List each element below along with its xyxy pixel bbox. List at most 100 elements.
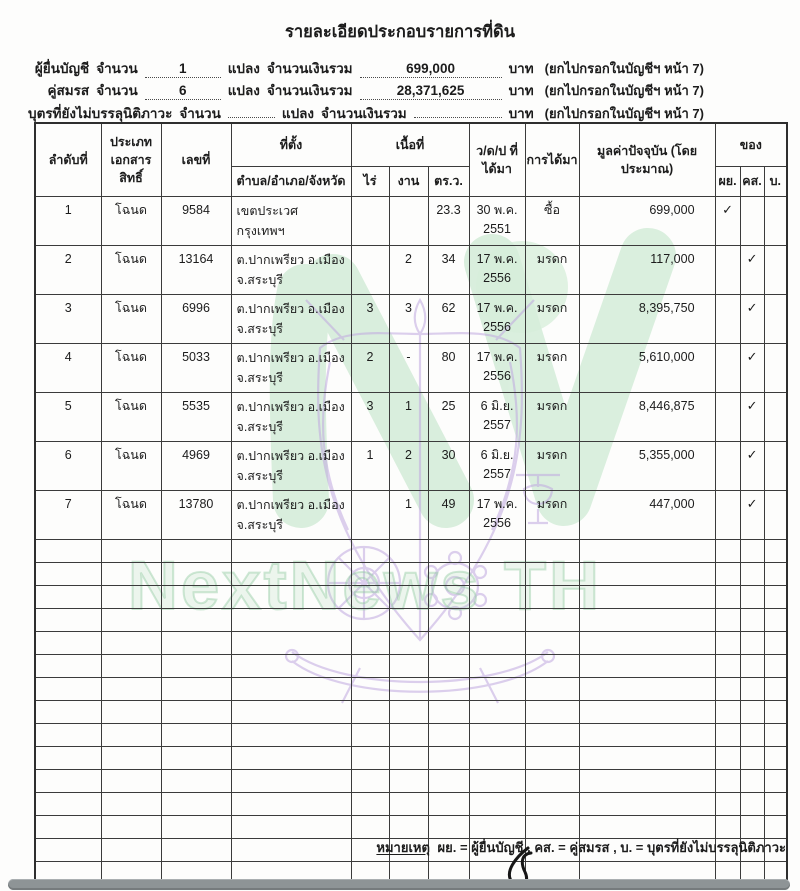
empty-cell xyxy=(427,608,470,632)
empty-cell xyxy=(350,723,390,747)
empty-cell xyxy=(578,769,716,793)
empty-cell xyxy=(100,792,162,816)
empty-cell xyxy=(739,746,765,770)
empty-cell xyxy=(350,654,390,678)
empty-row xyxy=(34,654,788,678)
empty-cell xyxy=(524,631,580,655)
empty-cell xyxy=(739,608,765,632)
empty-row xyxy=(34,608,788,632)
empty-cell xyxy=(427,792,470,816)
empty-cell xyxy=(714,815,741,839)
date-line2: 2556 xyxy=(483,320,511,334)
empty-cell xyxy=(350,585,390,609)
cell-wa: 62 xyxy=(427,294,470,344)
cell-location: ต.ปากเพรียว อ.เมือง จ.สระบุรี xyxy=(230,490,352,540)
cell-number: 13780 xyxy=(160,490,232,540)
table-row: 5 โฉนด 5535 ต.ปากเพรียว อ.เมือง จ.สระบุร… xyxy=(34,392,788,442)
cell-number: 5535 xyxy=(160,392,232,442)
amount-label: จำนวนเงินรวม xyxy=(321,106,407,121)
empty-cell xyxy=(739,562,765,586)
cell-check-declarant xyxy=(714,343,741,393)
empty-cell xyxy=(34,723,102,747)
col-header-wa: ตร.ว. xyxy=(427,166,470,197)
empty-cell xyxy=(468,723,526,747)
empty-cell xyxy=(578,631,716,655)
footnote-prefix: หมายเหตุ xyxy=(376,840,430,855)
amount-label: จำนวนเงินรวม xyxy=(266,61,353,76)
empty-cell xyxy=(524,608,580,632)
cell-acquisition: ซื้อ xyxy=(524,196,580,246)
empty-cell xyxy=(739,631,765,655)
empty-cell xyxy=(739,700,765,724)
empty-cell xyxy=(427,585,470,609)
cell-wa: 25 xyxy=(427,392,470,442)
date-line2: 2551 xyxy=(483,222,511,236)
currency-label: บาท xyxy=(508,82,534,98)
empty-cell xyxy=(350,769,390,793)
unit-label: แปลง xyxy=(227,61,260,76)
cell-acquisition: มรดก xyxy=(524,490,580,540)
empty-cell xyxy=(230,654,352,678)
empty-cell xyxy=(739,769,765,793)
empty-cell xyxy=(578,608,716,632)
empty-cell xyxy=(160,815,232,839)
empty-cell xyxy=(388,769,429,793)
cell-rai: 1 xyxy=(350,441,390,491)
empty-cell xyxy=(468,654,526,678)
cell-doc-type: โฉนด xyxy=(100,343,162,393)
cell-rai xyxy=(350,196,390,246)
empty-cell xyxy=(578,677,716,701)
empty-cell xyxy=(524,769,580,793)
cell-number: 13164 xyxy=(160,245,232,295)
empty-cell xyxy=(160,562,232,586)
empty-cell xyxy=(160,677,232,701)
empty-cell xyxy=(714,792,741,816)
empty-cell xyxy=(100,585,162,609)
empty-cell xyxy=(388,792,429,816)
empty-cell xyxy=(524,677,580,701)
horizontal-scrollbar[interactable] xyxy=(8,879,790,890)
empty-cell xyxy=(388,562,429,586)
empty-cell xyxy=(763,654,788,678)
empty-cell xyxy=(739,838,765,862)
cell-check-spouse: ✓ xyxy=(739,441,765,491)
cell-value: 447,000 xyxy=(578,490,716,540)
empty-cell xyxy=(34,562,102,586)
empty-cell xyxy=(100,608,162,632)
cell-date: 6 มิ.ย. 2557 xyxy=(468,441,526,491)
empty-cell xyxy=(524,539,580,563)
empty-cell xyxy=(350,539,390,563)
cell-location: ต.ปากเพรียว อ.เมือง จ.สระบุรี xyxy=(230,294,352,344)
empty-cell xyxy=(160,723,232,747)
cell-value: 117,000 xyxy=(578,245,716,295)
empty-cell xyxy=(427,723,470,747)
empty-cell xyxy=(524,792,580,816)
cell-value: 5,610,000 xyxy=(578,343,716,393)
empty-cell xyxy=(468,769,526,793)
empty-cell xyxy=(230,700,352,724)
cell-acquisition: มรดก xyxy=(524,245,580,295)
empty-cell xyxy=(427,700,470,724)
col-header-acquisition: การได้มา xyxy=(524,122,580,197)
cell-value: 699,000 xyxy=(578,196,716,246)
cell-check-child xyxy=(763,294,788,344)
col-header-rai: ไร่ xyxy=(350,166,390,197)
table-row: 7 โฉนด 13780 ต.ปากเพรียว อ.เมือง จ.สระบุ… xyxy=(34,490,788,540)
empty-cell xyxy=(763,838,788,862)
empty-cell xyxy=(468,746,526,770)
col-header-no: ลำดับ​ที่ xyxy=(34,122,102,197)
cell-rai xyxy=(350,490,390,540)
empty-cell xyxy=(34,700,102,724)
empty-cell xyxy=(578,723,716,747)
amount-value: 699,000 xyxy=(359,60,502,78)
cell-no: 5 xyxy=(34,392,102,442)
empty-cell xyxy=(350,677,390,701)
cell-rai xyxy=(350,245,390,295)
cell-date: 17 พ.ค. 2556 xyxy=(468,490,526,540)
cell-value: 8,446,875 xyxy=(578,392,716,442)
cell-doc-type: โฉนด xyxy=(100,392,162,442)
empty-row xyxy=(34,585,788,609)
count-label: จำนวน xyxy=(96,82,138,98)
date-line1: 30 พ.ค. xyxy=(476,203,518,217)
